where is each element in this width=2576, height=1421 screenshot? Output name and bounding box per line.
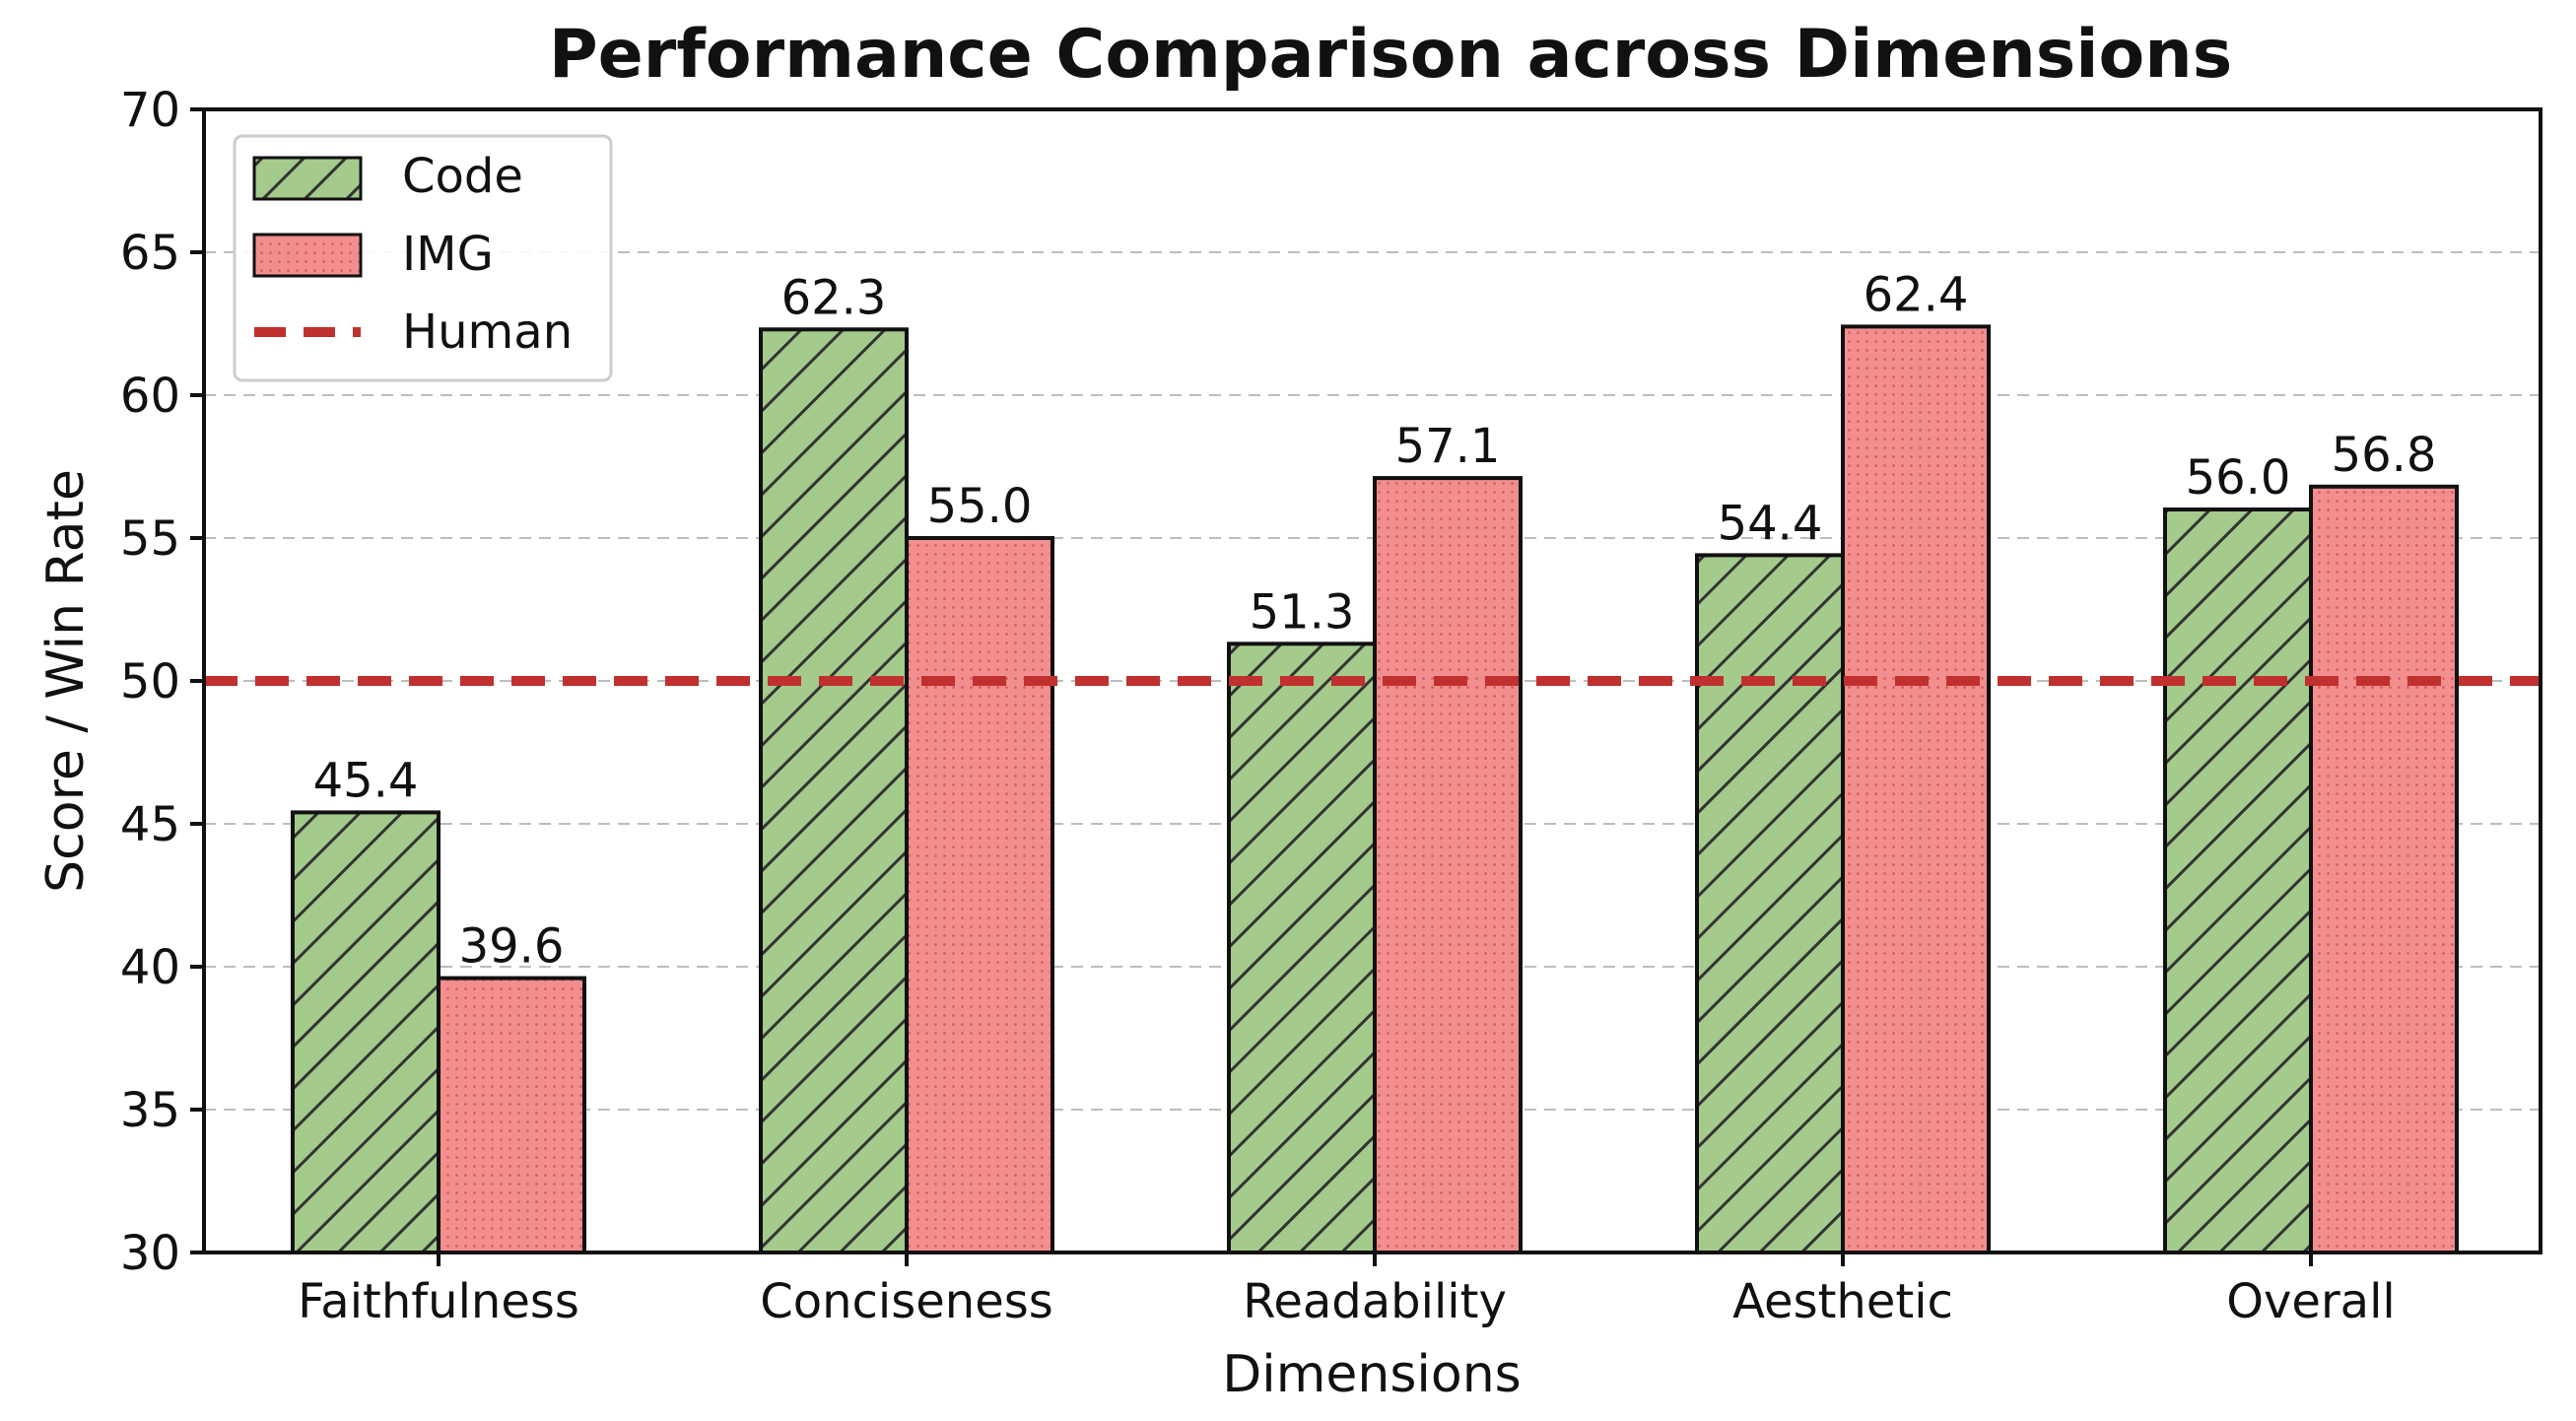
x-tick-label: Aesthetic — [1732, 1274, 1953, 1329]
bar-value-label: 51.3 — [1250, 584, 1355, 640]
y-tick-label: 45 — [120, 797, 180, 852]
bar-value-label: 62.3 — [781, 270, 887, 325]
bar-code — [2163, 508, 2313, 1254]
legend-label-human: Human — [402, 304, 573, 360]
bar-value-label: 57.1 — [1395, 419, 1501, 474]
bar-img — [1841, 324, 1991, 1254]
bar-code — [759, 327, 909, 1254]
bar-img — [905, 536, 1054, 1254]
bar-code — [1695, 553, 1845, 1254]
y-tick-label: 40 — [120, 940, 180, 995]
bar-code — [1227, 642, 1377, 1254]
bars — [291, 324, 2459, 1255]
bar-value-label: 55.0 — [927, 479, 1033, 534]
legend-swatch-code — [252, 156, 363, 201]
x-tick-label: Conciseness — [760, 1274, 1053, 1329]
legend[interactable]: Code IMG Human — [233, 134, 613, 382]
bar-value-label: 54.4 — [1718, 496, 1823, 551]
legend-swatch-img — [252, 233, 363, 278]
y-tick-label: 50 — [120, 654, 180, 710]
bar-value-label: 62.4 — [1864, 267, 1969, 322]
y-axis-label: Score / Win Rate — [36, 469, 96, 893]
bar-value-label: 45.4 — [313, 753, 419, 808]
bar-img — [1373, 476, 1523, 1255]
y-tick-label: 35 — [120, 1083, 180, 1138]
legend-label-img: IMG — [402, 227, 494, 282]
x-tick-label: Readability — [1243, 1274, 1507, 1329]
chart-title: Performance Comparison across Dimensions — [549, 16, 2232, 94]
bar-value-label: 56.8 — [2332, 428, 2437, 483]
y-axis: 30 35 40 45 50 55 60 65 70 — [120, 83, 204, 1281]
bar-img — [2309, 484, 2459, 1254]
bar-value-labels: 45.4 39.6 62.3 55.0 51.3 57.1 54.4 62.4 56.0 56.8 — [313, 267, 2437, 974]
bar-img — [437, 976, 586, 1254]
bar-value-label: 56.0 — [2186, 450, 2291, 506]
y-tick-label: 65 — [120, 226, 180, 281]
bar-value-label: 39.6 — [459, 919, 565, 975]
legend-label-code: Code — [402, 149, 523, 204]
y-tick-label: 70 — [120, 83, 180, 138]
x-tick-label: Overall — [2226, 1274, 2396, 1329]
y-tick-label: 30 — [120, 1226, 180, 1281]
x-axis-label: Dimensions — [1222, 1345, 1522, 1404]
x-tick-label: Faithfulness — [298, 1274, 579, 1329]
y-tick-label: 60 — [120, 369, 180, 424]
x-axis: Faithfulness Conciseness Readability Aesthe… — [298, 1252, 2396, 1329]
y-tick-label: 55 — [120, 511, 180, 567]
bar-code — [291, 810, 441, 1255]
